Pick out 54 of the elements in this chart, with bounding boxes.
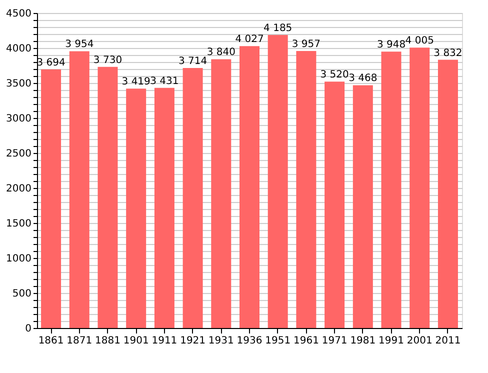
x-tick-label: 1881	[95, 336, 120, 346]
bar	[211, 59, 232, 328]
y-tick-label: 4500	[6, 8, 32, 20]
x-tick-label: 1921	[180, 336, 206, 346]
bar	[410, 48, 430, 328]
y-tick-label: 3000	[6, 114, 32, 124]
x-tick-label: 1861	[38, 336, 64, 346]
bar	[438, 60, 458, 328]
y-tick-label: 0	[25, 324, 32, 334]
bar	[352, 85, 373, 328]
x-tick-label: 1971	[322, 336, 348, 346]
x-tick-label: 1871	[66, 336, 92, 346]
bar	[126, 88, 146, 328]
data-label: 3 714	[178, 56, 208, 68]
bar	[69, 51, 90, 328]
x-tick-label: 1936	[236, 336, 262, 346]
bar	[268, 35, 288, 328]
data-label: 4 185	[264, 23, 292, 34]
data-label: 3 419	[122, 76, 150, 88]
y-tick-label: 500	[12, 288, 32, 300]
bar	[41, 69, 62, 328]
data-label: 4 005	[405, 36, 434, 47]
data-label: 3 832	[434, 48, 462, 59]
y-tick-label: 1500	[6, 218, 32, 230]
y-tick-label: 2500	[6, 148, 32, 160]
data-label: 3 468	[348, 73, 378, 84]
data-label: 3 954	[65, 39, 94, 50]
x-tick-label: 1901	[123, 336, 149, 346]
bar	[324, 82, 345, 328]
y-tick-label: 1000	[6, 254, 32, 264]
x-tick-label: 2001	[406, 336, 432, 346]
x-tick-label: 1991	[378, 336, 404, 346]
data-label: 3 957	[292, 39, 321, 50]
data-label: 4 027	[235, 34, 264, 46]
bar	[182, 68, 203, 328]
y-tick-label: 4000	[6, 44, 32, 54]
data-label: 3 520	[320, 70, 349, 81]
data-label: 3 431	[150, 76, 179, 87]
x-tick-label: 1951	[265, 336, 291, 346]
bar	[154, 88, 174, 328]
x-tick-label: 1931	[208, 336, 234, 346]
data-label: 3 840	[206, 47, 236, 58]
x-tick-label: 1981	[350, 336, 376, 346]
bar	[240, 46, 260, 328]
x-tick-label: 2011	[435, 336, 461, 346]
bar	[296, 51, 316, 328]
y-tick-label: 3500	[6, 78, 32, 90]
data-label: 3 730	[93, 54, 122, 66]
y-tick-label: 2000	[6, 184, 32, 194]
x-tick-label: 1911	[152, 336, 178, 346]
bar	[381, 52, 402, 328]
bar	[98, 66, 118, 328]
data-label: 3 948	[376, 40, 406, 51]
x-tick-label: 1961	[293, 336, 319, 346]
